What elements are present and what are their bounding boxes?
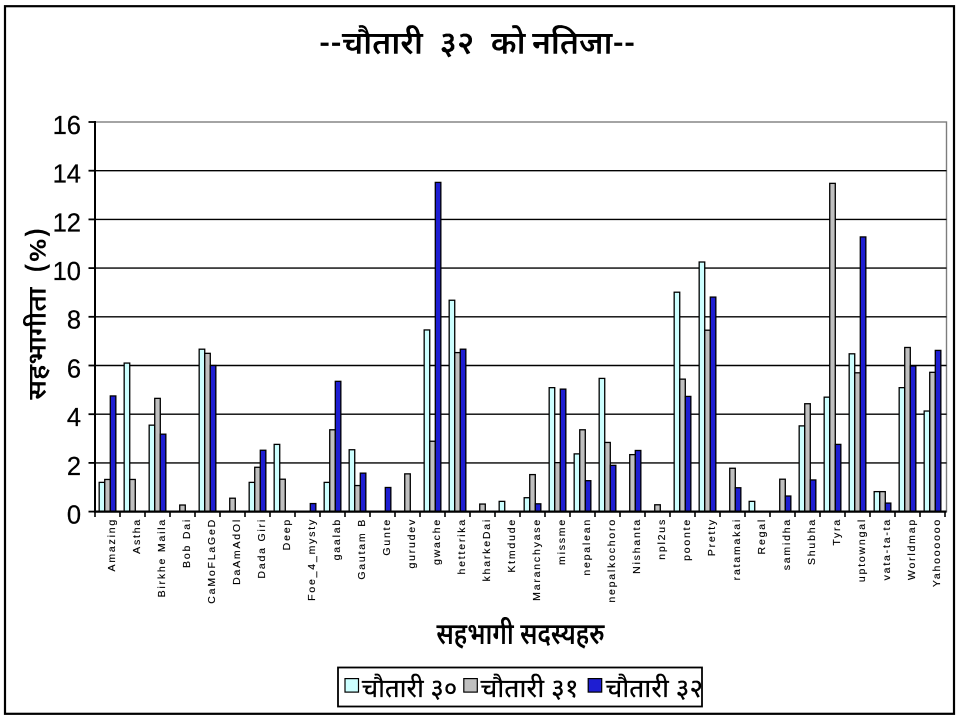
svg-text:12: 12 bbox=[53, 209, 81, 237]
svg-text:4: 4 bbox=[67, 404, 81, 432]
svg-text:10: 10 bbox=[53, 258, 81, 286]
svg-text:CaMoFLaGeD: CaMoFLaGeD bbox=[206, 518, 218, 604]
svg-text:Gautam B: Gautam B bbox=[356, 518, 368, 580]
svg-text:Ktmdude: Ktmdude bbox=[506, 518, 518, 573]
svg-text:DaAmAdOl: DaAmAdOl bbox=[231, 518, 243, 585]
svg-text:8: 8 bbox=[67, 307, 81, 335]
svg-text:gwache: gwache bbox=[431, 518, 443, 565]
svg-text:Amazing: Amazing bbox=[106, 518, 118, 571]
svg-text:Yahoooooo: Yahoooooo bbox=[931, 518, 943, 587]
svg-text:samidha: samidha bbox=[781, 518, 793, 570]
svg-text:kharkeDai: kharkeDai bbox=[481, 518, 493, 581]
svg-text:gurudev: gurudev bbox=[406, 518, 418, 569]
svg-text:nepalean: nepalean bbox=[581, 518, 593, 576]
svg-text:Pretty: Pretty bbox=[706, 518, 718, 556]
svg-text:vata-ta-ta: vata-ta-ta bbox=[881, 518, 893, 580]
svg-text:Worldmap: Worldmap bbox=[906, 518, 918, 580]
svg-text:16: 16 bbox=[53, 112, 81, 140]
svg-text:6: 6 bbox=[67, 355, 81, 383]
svg-text:Bob Dai: Bob Dai bbox=[181, 518, 193, 568]
svg-text:Shubha: Shubha bbox=[806, 518, 818, 565]
svg-text:14: 14 bbox=[53, 161, 81, 189]
svg-text:Deep: Deep bbox=[281, 518, 293, 550]
svg-text:Astha: Astha bbox=[131, 518, 143, 554]
svg-text:Dada Giri: Dada Giri bbox=[256, 518, 268, 579]
svg-text:gaalab: gaalab bbox=[331, 518, 343, 560]
svg-text:npl2us: npl2us bbox=[656, 518, 668, 560]
svg-text:Regal: Regal bbox=[756, 518, 768, 554]
svg-text:hetterika: hetterika bbox=[456, 518, 468, 574]
svg-text:Birkhe Maila: Birkhe Maila bbox=[156, 518, 168, 597]
svg-text:uptowngal: uptowngal bbox=[856, 518, 868, 582]
svg-text:0: 0 bbox=[67, 502, 81, 530]
svg-text:ratamakai: ratamakai bbox=[731, 518, 743, 580]
svg-text:Nishanta: Nishanta bbox=[631, 518, 643, 574]
svg-text:poonte: poonte bbox=[681, 518, 693, 561]
svg-text:Gunte: Gunte bbox=[381, 518, 393, 556]
svg-text:nepalkochoro: nepalkochoro bbox=[606, 518, 618, 603]
svg-text:Tyra: Tyra bbox=[831, 518, 843, 546]
svg-text:missme: missme bbox=[556, 518, 568, 565]
svg-text:Maranchyase: Maranchyase bbox=[531, 518, 543, 601]
svg-text:2: 2 bbox=[67, 453, 81, 481]
svg-text:Foe_4_mysty: Foe_4_mysty bbox=[306, 518, 318, 601]
